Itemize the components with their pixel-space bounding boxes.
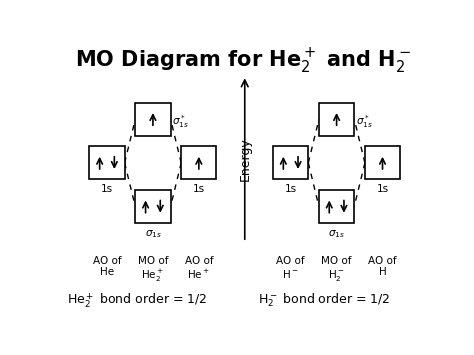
- Text: $\sigma_{1s}$: $\sigma_{1s}$: [328, 228, 345, 240]
- Text: 1s: 1s: [376, 184, 389, 194]
- Bar: [135, 190, 171, 223]
- Bar: [365, 147, 400, 179]
- Text: MO Diagram for He$_2^+$ and H$_2^-$: MO Diagram for He$_2^+$ and H$_2^-$: [75, 47, 411, 76]
- Text: $\sigma^*_{1s}$: $\sigma^*_{1s}$: [356, 114, 373, 130]
- Text: 1s: 1s: [193, 184, 205, 194]
- Bar: [181, 147, 217, 179]
- Text: He$_2^+$ bond order = 1/2: He$_2^+$ bond order = 1/2: [66, 291, 207, 310]
- Text: AO of
H: AO of H: [368, 256, 397, 277]
- Text: MO of
H$_2^-$: MO of H$_2^-$: [321, 256, 352, 283]
- Bar: [90, 147, 125, 179]
- Bar: [319, 190, 354, 223]
- Bar: [319, 103, 354, 136]
- Text: Energy: Energy: [238, 137, 251, 181]
- Bar: [135, 103, 171, 136]
- Text: AO of
H$^-$: AO of H$^-$: [276, 256, 305, 280]
- Text: H$_2^-$ bond order = 1/2: H$_2^-$ bond order = 1/2: [258, 291, 390, 309]
- Text: 1s: 1s: [101, 184, 113, 194]
- Text: MO of
He$_2^+$: MO of He$_2^+$: [137, 256, 168, 284]
- Text: AO of
He$^+$: AO of He$^+$: [184, 256, 213, 281]
- Text: $\sigma_{1s}$: $\sigma_{1s}$: [145, 228, 161, 240]
- Text: AO of
He: AO of He: [93, 256, 121, 277]
- Text: $\sigma^*_{1s}$: $\sigma^*_{1s}$: [173, 114, 189, 130]
- Text: 1s: 1s: [284, 184, 297, 194]
- Bar: [273, 147, 308, 179]
